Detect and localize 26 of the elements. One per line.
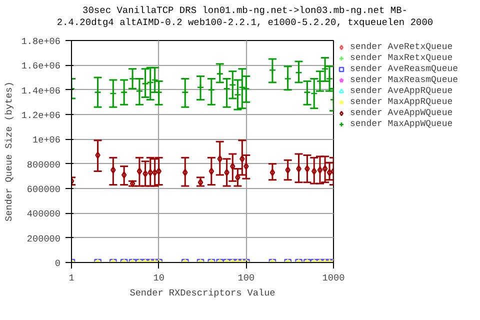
y-tick-label: 200000	[26, 233, 61, 244]
x-axis-title: Sender RXDescriptors Value	[130, 288, 276, 298]
legend-label: sender MaxReasmQueue	[350, 75, 458, 85]
y-tick-label: 1.8e+06	[21, 36, 61, 47]
y-tick-label: 1e+06	[32, 134, 61, 146]
y-tick-label: 1.6e+06	[21, 60, 61, 72]
y-tick-label: 400000	[26, 208, 61, 220]
x-tick-label: 100	[238, 272, 255, 284]
legend-label: sender AveRetxQueue	[350, 42, 453, 52]
y-tick-label: 1.4e+06	[21, 85, 61, 96]
legend-label: sender MaxAppWQueue	[350, 119, 453, 129]
y-axis-title: Sender Queue Size (bytes)	[3, 82, 14, 222]
y-tick-label: 600000	[26, 184, 61, 195]
legend-label: sender MaxAppRQueue	[350, 97, 453, 107]
legend-label: sender MaxRetxQueue	[350, 53, 453, 63]
legend-label: sender AveReasmQueue	[350, 64, 458, 74]
x-tick-label: 10	[153, 272, 165, 284]
x-tick-label: 1000	[322, 272, 346, 284]
y-tick-label: 1.2e+06	[21, 110, 61, 121]
chart-title: 30sec VanillaTCP DRS lon01.mb-ng.net->lon03.mb-ng.net MB-	[82, 5, 408, 16]
x-tick-label: 1	[68, 272, 75, 284]
y-tick-label: 800000	[26, 159, 61, 170]
chart-subtitle: 2.4.20dtg4 altAIMD-0.2 web100-2.2.1, e1000-5.2.20, txqueuelen 2000	[56, 17, 434, 28]
y-tick-label: 0	[54, 258, 61, 269]
legend-label: sender AveAppWQueue	[350, 108, 453, 118]
legend-label: sender AveAppRQueue	[350, 86, 453, 96]
